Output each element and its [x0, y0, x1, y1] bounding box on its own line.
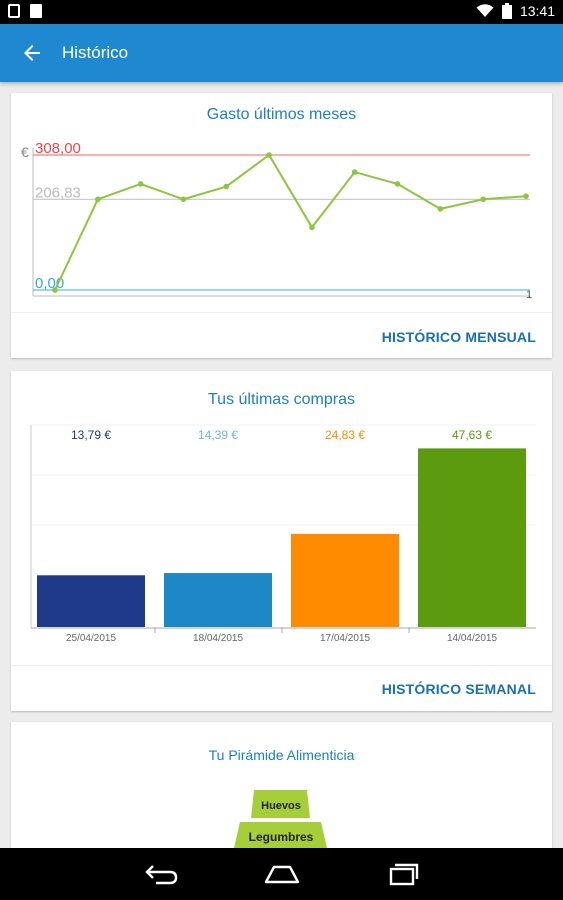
wifi-icon	[476, 4, 494, 17]
currency-label: €	[21, 144, 29, 160]
status-time: 13:41	[519, 3, 555, 19]
purchase-bar	[37, 575, 145, 627]
spending-data-point	[266, 152, 272, 158]
home-nav-icon[interactable]	[262, 860, 302, 888]
status-bar: 13:41	[0, 0, 563, 24]
food-pyramid: Huevos Legumbres	[234, 790, 327, 848]
pyramid-level-huevos	[251, 790, 310, 818]
food-pyramid-card: Tu Pirámide Alimenticia Huevos Legumbres	[11, 722, 552, 862]
purchases-bar-chart: 13,79 € 25/04/2015 14,39 € 18/04/2015 24,83 …	[30, 424, 536, 644]
spending-data-point	[351, 169, 358, 175]
purchase-value-label: 47,63 €	[452, 428, 492, 442]
average-reference-label: 206,83	[35, 184, 81, 201]
weekly-history-button[interactable]: HISTÓRICO SEMANAL	[381, 681, 536, 697]
monthly-chart-title: Gasto últimos meses	[206, 106, 357, 123]
spending-data-point	[223, 183, 230, 190]
pyramid-level-legumbres	[234, 822, 327, 848]
battery-icon	[501, 3, 512, 19]
pyramid-level-label: Legumbres	[249, 830, 314, 844]
back-nav-icon[interactable]	[142, 860, 182, 888]
x-axis-end-tick: 1	[526, 289, 532, 301]
pyramid-title: Tu Pirámide Alimenticia	[208, 747, 355, 763]
back-arrow-icon[interactable]	[20, 41, 44, 65]
spending-data-point	[480, 196, 486, 203]
purchase-date-label: 25/04/2015	[66, 633, 116, 644]
purchase-value-label: 13,79 €	[71, 428, 111, 442]
navigation-bar	[0, 848, 563, 900]
pyramid-level-label: Huevos	[261, 800, 301, 812]
purchase-value-label: 24,83 €	[325, 428, 365, 442]
notification-icon	[8, 4, 20, 18]
spending-data-point	[394, 181, 401, 187]
page-title: Histórico	[62, 43, 129, 62]
spending-data-point	[137, 181, 144, 187]
purchase-date-label: 14/04/2015	[447, 633, 497, 644]
app-bar: Histórico	[0, 24, 563, 82]
monthly-history-button[interactable]: HISTÓRICO MENSUAL	[381, 329, 536, 345]
purchases-chart-title: Tus últimas compras	[208, 391, 355, 408]
purchase-date-label: 18/04/2015	[193, 633, 243, 644]
last-purchases-card: Tus últimas compras 13,79 € 25/04/2015 14,…	[11, 371, 552, 711]
card-divider	[11, 665, 552, 666]
spending-data-point	[523, 193, 529, 200]
spending-data-point	[437, 206, 444, 212]
monthly-spending-card: Gasto últimos meses € 1 308,00 206,83 0,00…	[11, 93, 552, 358]
spending-series-line	[54, 153, 527, 291]
purchase-bar	[291, 533, 399, 627]
max-reference-label: 308,00	[35, 140, 81, 157]
spending-data-point	[52, 287, 58, 293]
recent-apps-nav-icon[interactable]	[382, 860, 422, 888]
spending-data-point	[95, 196, 101, 203]
purchase-date-label: 17/04/2015	[320, 633, 370, 644]
card-divider	[11, 312, 552, 313]
purchase-value-label: 14,39 €	[198, 428, 238, 442]
purchase-bar	[164, 573, 272, 627]
spending-data-point	[180, 196, 187, 203]
spending-data-point	[309, 224, 315, 231]
sim-icon	[30, 4, 42, 18]
purchase-bar	[418, 448, 526, 627]
